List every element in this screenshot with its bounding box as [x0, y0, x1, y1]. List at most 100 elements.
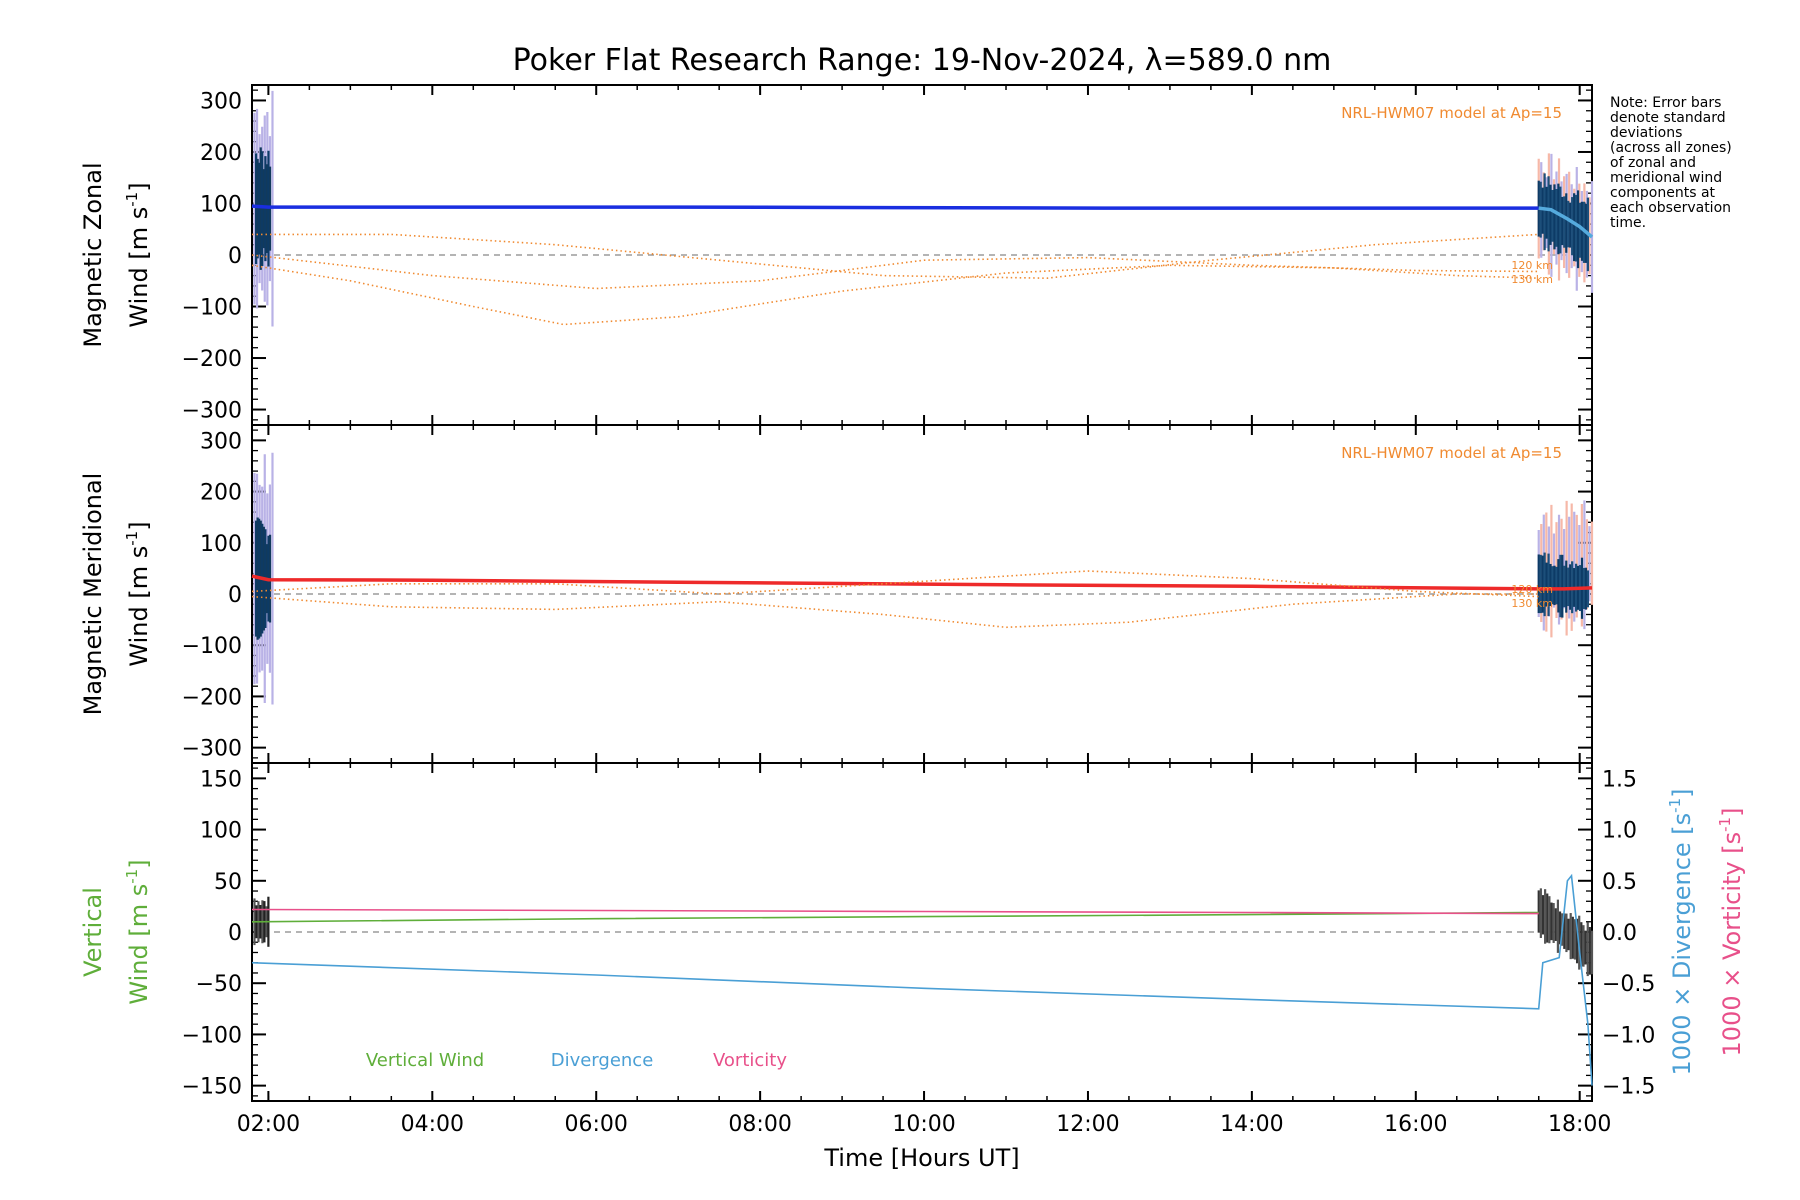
y-tick-label: 200 [200, 481, 242, 506]
vertical-ylabel-line1: Vertical [79, 887, 107, 977]
vorticity-y2-label-close: ] [1718, 808, 1746, 817]
zonal-ylabel-close: ] [125, 182, 153, 191]
y-tick-label: 100 [200, 192, 242, 217]
y2-tick-label: 0.5 [1602, 870, 1637, 895]
vorticity-y2-label: 1000 × Vorticity [s-1] [1716, 808, 1746, 1057]
vorticity-y2-label-text: 1000 × Vorticity [s [1718, 832, 1746, 1057]
y-tick-label: −100 [182, 634, 242, 659]
y-tick-label: −100 [182, 296, 242, 321]
series-line-hwm07-130-km [251, 254, 1539, 290]
error-bars [253, 90, 1594, 977]
y-tick-label: −300 [182, 399, 242, 424]
vertical-ylabel-units: Wind [m s [125, 884, 153, 1005]
meridional-ylabel-line1: Magnetic Meridional [79, 473, 107, 716]
y-tick-label: −300 [182, 737, 242, 762]
zonal-series [251, 204, 1594, 326]
y-tick-label: 0 [228, 244, 242, 269]
note-line: denote standard [1610, 110, 1726, 126]
series-line-hwm07-120-km [251, 264, 1539, 326]
vertical-ylabel-sup: -1 [123, 869, 141, 884]
legend-divergence: Divergence [551, 1050, 654, 1071]
y-tick-label: −100 [182, 1023, 242, 1048]
y-tick-label: 50 [214, 870, 242, 895]
divergence-y2-ticks: 1.5 1.0 0.5 0.0 −0.5 −1.0 −1.5 [1578, 767, 1655, 1100]
zonal-alt-label-120: 120 km [1511, 259, 1553, 272]
divergence-y2-label-sup: -1 [1666, 798, 1684, 813]
zonal-ylabel-sup: -1 [123, 192, 141, 207]
legend-vertical-wind: Vertical Wind [366, 1050, 484, 1071]
y-tick-label: 0 [228, 583, 242, 608]
x-tick-label: 06:00 [565, 1112, 628, 1137]
note-line: (across all zones) [1610, 140, 1732, 156]
y-tick-label: 150 [200, 767, 242, 792]
y-tick-label: −150 [182, 1075, 242, 1100]
y-tick-label: −200 [182, 685, 242, 710]
meridional-y-ticks: 300 200 100 0 −100 −200 −300 [182, 429, 1592, 762]
meridional-series [251, 570, 1593, 629]
y2-tick-label: 0.0 [1602, 921, 1637, 946]
meridional-alt-label-130: 130 km [1511, 597, 1553, 610]
series-line-measured-zonal-wind-end- [1538, 206, 1594, 239]
series-line-hwm07-130-km [251, 570, 1539, 598]
x-ticks: 02:00 04:00 06:00 08:00 10:00 12:00 14:00 16:00… [237, 85, 1611, 1137]
vertical-panel-series [251, 873, 1593, 1086]
series-line-divergence [251, 873, 1593, 1086]
x-tick-label: 10:00 [892, 1112, 955, 1137]
zonal-y-ticks: 300 200 100 0 −100 −200 −300 [182, 89, 1592, 424]
y-tick-label: 300 [200, 429, 242, 454]
note-line: each observation [1610, 200, 1731, 216]
y-tick-label: 100 [200, 532, 242, 557]
x-tick-label: 12:00 [1056, 1112, 1119, 1137]
note-line: meridional wind [1610, 170, 1722, 186]
note-line: of zonal and [1610, 155, 1696, 171]
y2-tick-label: 1.0 [1602, 819, 1637, 844]
meridional-ylabel-close: ] [125, 521, 153, 530]
note-line: components at [1610, 185, 1716, 201]
x-tick-label: 16:00 [1384, 1112, 1447, 1137]
chart-title: Poker Flat Research Range: 19-Nov-2024, … [513, 43, 1332, 78]
zonal-ylabel-line1: Magnetic Zonal [79, 162, 107, 347]
legend-vorticity: Vorticity [713, 1050, 787, 1071]
meridional-ylabel-units: Wind [m s [125, 546, 153, 667]
x-tick-label: 02:00 [237, 1112, 300, 1137]
zonal-alt-label-130: 130 km [1511, 273, 1553, 286]
meridional-ylabel-line2: Wind [m s-1] [123, 521, 153, 666]
vertical-ylabel-close: ] [125, 859, 153, 868]
y-tick-label: 100 [200, 819, 242, 844]
series-line-vorticity [251, 908, 1539, 915]
x-tick-label: 08:00 [728, 1112, 791, 1137]
note-line: Note: Error bars [1610, 95, 1721, 111]
series-line-hwm07-upper [252, 233, 1539, 280]
y2-tick-label: −1.0 [1602, 1023, 1655, 1048]
zonal-model-label: NRL-HWM07 model at Ap=15 [1341, 104, 1562, 122]
zonal-ylabel-units: Wind [m s [125, 207, 153, 328]
meridional-ylabel-sup: -1 [123, 531, 141, 546]
divergence-y2-label-text: 1000 × Divergence [s [1668, 813, 1696, 1076]
x-tick-label: 14:00 [1220, 1112, 1283, 1137]
series-line-measured-meridional-wind [251, 574, 1593, 591]
x-tick-label: 18:00 [1548, 1112, 1611, 1137]
vertical-ylabel-line2: Wind [m s-1] [123, 859, 153, 1004]
series-line-vertical-wind [251, 911, 1539, 923]
y2-tick-label: −0.5 [1602, 972, 1655, 997]
divergence-y2-label: 1000 × Divergence [s-1] [1666, 788, 1696, 1075]
divergence-y2-label-close: ] [1668, 788, 1696, 797]
x-tick-label: 04:00 [401, 1112, 464, 1137]
note-text: Note: Error bars denote standard deviati… [1610, 95, 1732, 231]
zonal-ylabel-line2: Wind [m s-1] [123, 182, 153, 327]
series-line-hwm07-120-km [251, 593, 1539, 629]
meridional-model-label: NRL-HWM07 model at Ap=15 [1341, 444, 1562, 462]
y2-tick-label: −1.5 [1602, 1075, 1655, 1100]
x-axis-label: Time [Hours UT] [823, 1144, 1019, 1172]
y-tick-label: 0 [228, 921, 242, 946]
vorticity-y2-label-sup: -1 [1716, 817, 1734, 832]
note-line: time. [1610, 215, 1646, 231]
vertical-y-ticks: 150 100 50 0 −50 −100 −150 [182, 767, 266, 1100]
y-tick-label: 200 [200, 141, 242, 166]
note-line: deviations [1610, 125, 1682, 141]
y-tick-label: −200 [182, 347, 242, 372]
y2-tick-label: 1.5 [1602, 767, 1637, 792]
series-line-measured-zonal-wind [251, 204, 1539, 210]
y-tick-label: −50 [196, 972, 242, 997]
